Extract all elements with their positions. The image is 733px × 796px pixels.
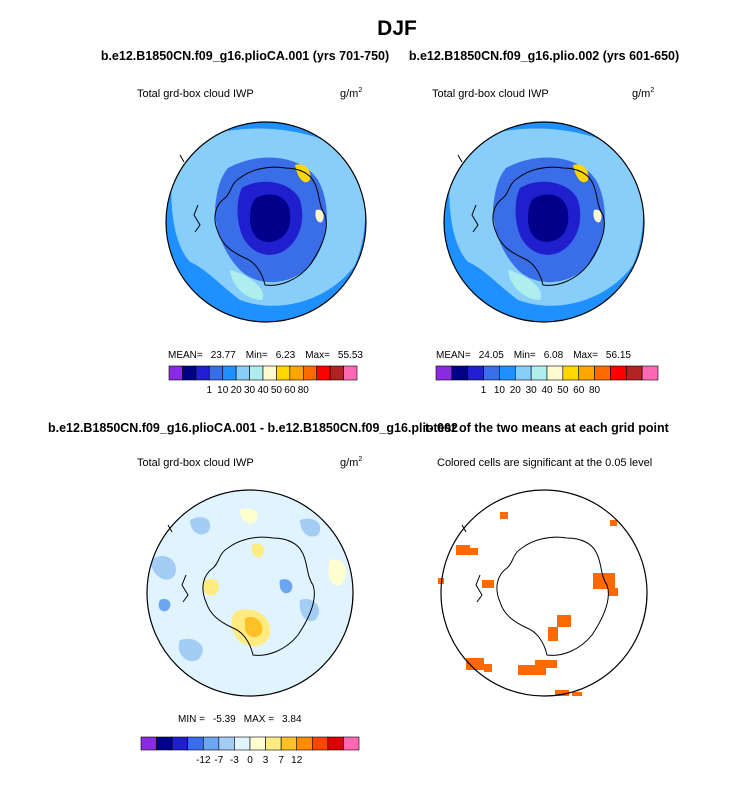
panel-2-variable: Total grd-box cloud IWP [432, 88, 549, 100]
colorbar-swatch [343, 365, 358, 381]
colorbar-tick-label: 30 [526, 385, 538, 396]
panel-3-stats: MIN = -5.39 MAX = 3.84 [178, 714, 302, 725]
panel-2-coastline [457, 154, 605, 286]
colorbar-swatch [222, 365, 237, 381]
colorbar-swatch [187, 736, 204, 751]
panel-1-colorbar: 1 10 20 30 40 50 60 80 [168, 365, 358, 396]
colorbar-swatch [311, 736, 329, 751]
panel-4-significant-cells [438, 512, 618, 696]
colorbar-swatch [610, 365, 627, 381]
colorbar-tick-label: 50 [557, 385, 569, 396]
colorbar-swatch [156, 736, 173, 751]
colorbar-swatch [202, 736, 220, 751]
panel-4-subtitle: Colored cells are significant at the 0.0… [437, 457, 652, 469]
panel-3: b.e12.B1850CN.f09_g16.plioCA.001 - b.e12… [48, 421, 458, 766]
colorbar-swatch [625, 365, 643, 381]
panel-2: b.e12.B1850CN.f09_g16.plio.002 (yrs 601-… [409, 49, 679, 396]
panel-1-stats: MEAN= 23.77 Min= 6.23 Max= 55.53 [168, 350, 363, 361]
panel-2-map [444, 122, 644, 322]
colorbar-swatch [594, 365, 611, 381]
colorbar-tick-label: 80 [298, 385, 310, 396]
colorbar-swatch [234, 736, 251, 751]
colorbar-tick-label: 60 [284, 385, 296, 396]
colorbar-swatch [195, 365, 210, 381]
colorbar-swatch [289, 365, 304, 381]
colorbar-tick-label: 3 [263, 755, 269, 766]
colorbar-swatch [316, 365, 331, 381]
colorbar-swatch [435, 365, 453, 381]
panel-1-coastline [179, 154, 327, 286]
colorbar-tick-label: 40 [541, 385, 553, 396]
panel-4-title: t-test of the two means at each grid poi… [425, 421, 670, 435]
colorbar-swatch [265, 736, 282, 751]
colorbar-tick-label: 12 [291, 755, 303, 766]
panel-2-units: g/m2 [632, 87, 654, 100]
colorbar-swatch [514, 365, 532, 381]
colorbar-tick-label: 1 [207, 385, 213, 396]
colorbar-swatch [562, 365, 580, 381]
colorbar-tick-label: 50 [271, 385, 283, 396]
colorbar-tick-label: 80 [589, 385, 601, 396]
colorbar-tick-label: 60 [573, 385, 585, 396]
panel-1-title: b.e12.B1850CN.f09_g16.plioCA.001 (yrs 70… [101, 49, 389, 63]
colorbar-swatch [140, 736, 157, 751]
panel-3-title: b.e12.B1850CN.f09_g16.plioCA.001 - b.e12… [48, 421, 458, 435]
colorbar-swatch [276, 365, 291, 381]
colorbar-swatch [182, 365, 197, 381]
colorbar-tick-label: 0 [247, 755, 253, 766]
colorbar-tick-label: 10 [494, 385, 506, 396]
panel-3-units: g/m2 [340, 456, 362, 469]
panel-2-title: b.e12.B1850CN.f09_g16.plio.002 (yrs 601-… [409, 49, 679, 63]
colorbar-swatch [208, 365, 224, 381]
colorbar-swatch [280, 736, 298, 751]
colorbar-tick-label: -7 [214, 755, 223, 766]
colorbar-swatch [451, 365, 469, 381]
colorbar-swatch [641, 365, 659, 381]
panel-4-coastline [461, 524, 609, 656]
panel-1-units: g/m2 [340, 87, 362, 100]
colorbar-swatch [296, 736, 313, 751]
panel-2-colorbar: 1 10 20 30 40 50 60 80 [435, 365, 659, 396]
colorbar-swatch [171, 736, 189, 751]
colorbar-tick-label: 20 [510, 385, 522, 396]
colorbar-swatch [235, 365, 250, 381]
colorbar-swatch [302, 365, 318, 381]
panel-1-map [166, 122, 366, 322]
panel-4: t-test of the two means at each grid poi… [425, 421, 670, 697]
colorbar-tick-label: 20 [231, 385, 243, 396]
colorbar-swatch [329, 365, 344, 381]
panel-2-stats: MEAN= 24.05 Min= 6.08 Max= 56.15 [436, 350, 631, 361]
colorbar-swatch [530, 365, 548, 381]
colorbar-swatch [168, 365, 183, 381]
colorbar-tick-label: 30 [244, 385, 256, 396]
colorbar-swatch [499, 365, 516, 381]
colorbar-tick-label: 10 [217, 385, 229, 396]
panel-3-colorbar: -12 -7 -3 0 3 7 12 [140, 736, 360, 766]
colorbar-swatch [467, 365, 484, 381]
colorbar-tick-label: 40 [257, 385, 269, 396]
figure-title: DJF [377, 17, 417, 40]
colorbar-swatch [578, 365, 595, 381]
colorbar-swatch [546, 365, 564, 381]
colorbar-swatch [343, 736, 360, 751]
panel-3-map [147, 490, 353, 696]
panel-1: b.e12.B1850CN.f09_g16.plioCA.001 (yrs 70… [101, 49, 389, 396]
colorbar-tick-label: 7 [278, 755, 284, 766]
colorbar-swatch [218, 736, 235, 751]
colorbar-swatch [249, 365, 264, 381]
colorbar-swatch [262, 365, 277, 381]
colorbar-swatch [249, 736, 266, 751]
colorbar-swatch [327, 736, 344, 751]
colorbar-tick-label: -12 [196, 755, 211, 766]
panel-1-variable: Total grd-box cloud IWP [137, 88, 254, 100]
panel-3-variable: Total grd-box cloud IWP [137, 457, 254, 469]
colorbar-swatch [483, 365, 500, 381]
colorbar-tick-label: -3 [230, 755, 239, 766]
colorbar-tick-label: 1 [481, 385, 487, 396]
